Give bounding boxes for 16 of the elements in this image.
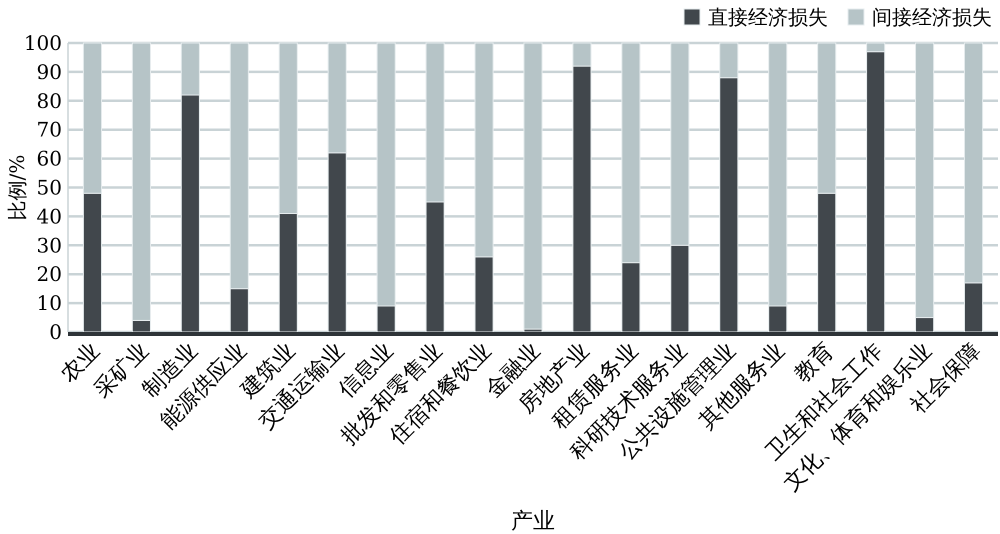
y-tick-label: 30 [36, 233, 62, 258]
y-tick-label: 20 [36, 262, 62, 286]
legend-label: 间接经济损失 [872, 5, 992, 29]
y-axis-title: 比例/% [5, 154, 29, 220]
y-tick-label: 90 [36, 60, 62, 84]
y-tick-label: 0 [49, 320, 62, 344]
legend-label: 直接经济损失 [708, 5, 828, 29]
y-tick-label: 40 [36, 204, 62, 228]
y-tick-label: 80 [36, 88, 62, 113]
y-tick-label: 70 [36, 118, 62, 142]
y-tick-label: 50 [36, 176, 62, 200]
x-axis-title: 产业 [511, 509, 555, 534]
bar [523, 42, 543, 330]
y-tick-label: 100 [24, 31, 62, 55]
y-tick-label: 60 [36, 146, 62, 171]
y-tick-label: 10 [36, 291, 62, 316]
